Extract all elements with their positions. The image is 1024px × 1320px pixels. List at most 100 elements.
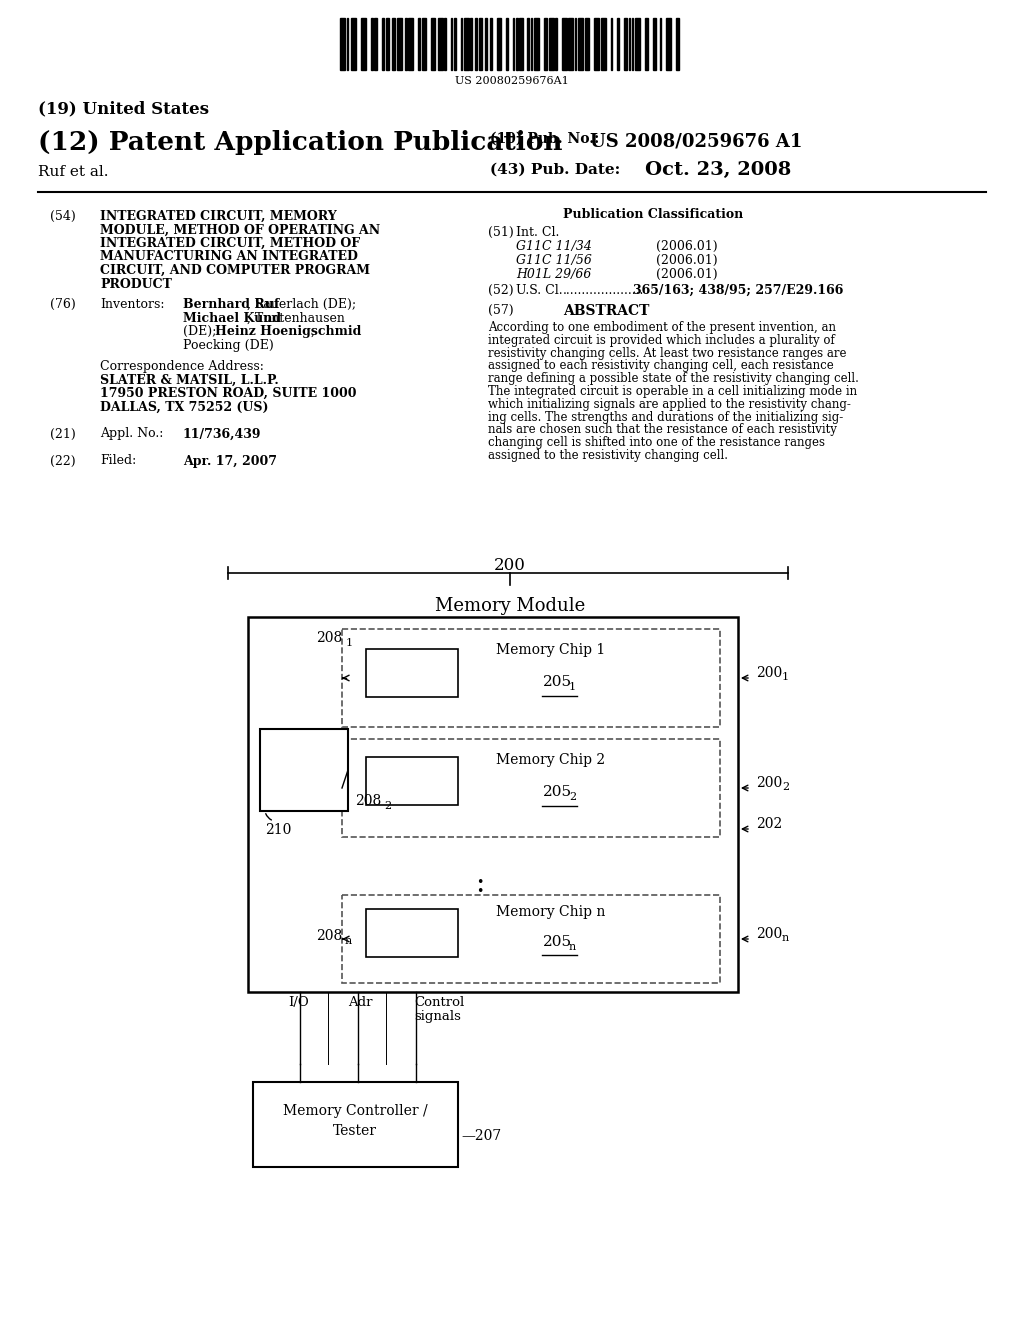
Text: (52): (52) (488, 284, 514, 297)
Bar (527, 18, 529, 70)
Bar (382, 18, 384, 70)
Text: 208: 208 (355, 795, 381, 808)
Bar (461, 18, 462, 70)
Text: Poecking (DE): Poecking (DE) (183, 338, 273, 351)
Text: (2006.01): (2006.01) (656, 240, 718, 253)
Text: 1: 1 (346, 638, 353, 648)
Bar (534, 18, 539, 70)
Bar (366, 649, 458, 697)
Text: Tester: Tester (333, 1125, 377, 1138)
Text: Correspondence Address:: Correspondence Address: (100, 360, 264, 374)
Text: PRODUCT: PRODUCT (100, 277, 172, 290)
Text: nals are chosen such that the resistance of each resistivity: nals are chosen such that the resistance… (488, 424, 837, 437)
Text: assigned to the resistivity changing cell.: assigned to the resistivity changing cel… (488, 449, 728, 462)
Text: Int. Cl.: Int. Cl. (516, 226, 559, 239)
Bar (418, 18, 420, 70)
Bar (475, 18, 477, 70)
Text: n: n (569, 942, 577, 952)
Text: Appl. No.:: Appl. No.: (100, 428, 164, 441)
Bar (366, 909, 458, 957)
Bar (392, 18, 395, 70)
Bar (342, 739, 720, 837)
Text: Memory Chip 1: Memory Chip 1 (497, 643, 605, 657)
Bar (253, 1082, 458, 1167)
Text: Apr. 17, 2007: Apr. 17, 2007 (183, 454, 278, 467)
Bar (366, 756, 458, 805)
Bar (519, 18, 522, 70)
Text: :: : (475, 871, 484, 898)
Text: ing cells. The strengths and durations of the initializing sig-: ing cells. The strengths and durations o… (488, 411, 843, 424)
Bar (464, 18, 469, 70)
Text: range defining a possible state of the resistivity changing cell.: range defining a possible state of the r… (488, 372, 859, 385)
Text: Adr: Adr (348, 997, 373, 1008)
Bar (351, 18, 356, 70)
Text: Memory Controller /: Memory Controller / (283, 1104, 427, 1118)
Text: G11C 11/34: G11C 11/34 (516, 240, 592, 253)
Bar (454, 18, 456, 70)
Text: 2: 2 (569, 792, 577, 803)
Text: , Tuntenhausen: , Tuntenhausen (247, 312, 344, 325)
Bar (632, 18, 634, 70)
Text: (21): (21) (50, 428, 76, 441)
Text: According to one embodiment of the present invention, an: According to one embodiment of the prese… (488, 321, 836, 334)
Text: 17950 PRESTON ROAD, SUITE 1000: 17950 PRESTON ROAD, SUITE 1000 (100, 387, 356, 400)
Text: 2: 2 (782, 781, 790, 792)
Text: (2006.01): (2006.01) (656, 253, 718, 267)
Bar (610, 18, 612, 70)
Bar (397, 18, 402, 70)
Text: 202: 202 (756, 817, 782, 832)
Text: (12) Patent Application Publication: (12) Patent Application Publication (38, 129, 562, 154)
Text: 205: 205 (543, 675, 572, 689)
Text: assigned to each resistivity changing cell, each resistance: assigned to each resistivity changing ce… (488, 359, 834, 372)
Text: 365/163; 438/95; 257/E29.166: 365/163; 438/95; 257/E29.166 (633, 284, 844, 297)
Text: which initializing signals are applied to the resistivity chang-: which initializing signals are applied t… (488, 397, 851, 411)
Text: integrated circuit is provided which includes a plurality of: integrated circuit is provided which inc… (488, 334, 835, 347)
Text: (22): (22) (50, 454, 76, 467)
Text: 2: 2 (384, 801, 391, 810)
Bar (340, 18, 345, 70)
Text: 200: 200 (494, 557, 526, 574)
Text: Memory Chip n: Memory Chip n (497, 906, 605, 919)
Text: US 2008/0259676 A1: US 2008/0259676 A1 (590, 132, 803, 150)
Bar (513, 18, 514, 70)
Bar (635, 18, 640, 70)
Bar (666, 18, 671, 70)
Text: ,: , (310, 325, 314, 338)
Bar (409, 18, 414, 70)
Bar (574, 18, 577, 70)
Bar (624, 18, 627, 70)
Text: 208: 208 (316, 929, 342, 942)
Bar (659, 18, 662, 70)
Bar (346, 18, 348, 70)
Bar (248, 616, 738, 993)
Bar (629, 18, 630, 70)
Bar (594, 18, 599, 70)
Text: (51): (51) (488, 226, 514, 239)
Text: (43) Pub. Date:: (43) Pub. Date: (490, 162, 621, 177)
Bar (451, 18, 453, 70)
Text: CIRCUIT, AND COMPUTER PROGRAM: CIRCUIT, AND COMPUTER PROGRAM (100, 264, 370, 277)
Bar (342, 630, 720, 727)
Bar (653, 18, 656, 70)
Text: signals: signals (414, 1010, 461, 1023)
Text: SLATER & MATSIL, L.L.P.: SLATER & MATSIL, L.L.P. (100, 374, 279, 387)
Bar (361, 18, 367, 70)
Text: (76): (76) (50, 298, 76, 312)
Text: 11/736,439: 11/736,439 (183, 428, 261, 441)
Text: changing cell is shifted into one of the resistance ranges: changing cell is shifted into one of the… (488, 436, 825, 449)
Text: Control: Control (414, 997, 464, 1008)
Text: The integrated circuit is operable in a cell initializing mode in: The integrated circuit is operable in a … (488, 385, 857, 399)
Text: Memory Chip 2: Memory Chip 2 (497, 752, 605, 767)
Text: Publication Classification: Publication Classification (563, 209, 743, 220)
Text: , Sauerlach (DE);: , Sauerlach (DE); (247, 298, 355, 312)
Text: ABSTRACT: ABSTRACT (563, 304, 649, 318)
Bar (544, 18, 547, 70)
Text: resistivity changing cells. At least two resistance ranges are: resistivity changing cells. At least two… (488, 347, 847, 359)
Bar (601, 18, 606, 70)
Text: H01L 29/66: H01L 29/66 (516, 268, 592, 281)
Bar (555, 18, 557, 70)
Text: n: n (345, 936, 352, 946)
Bar (490, 18, 492, 70)
Bar (444, 18, 446, 70)
Bar (342, 895, 720, 983)
